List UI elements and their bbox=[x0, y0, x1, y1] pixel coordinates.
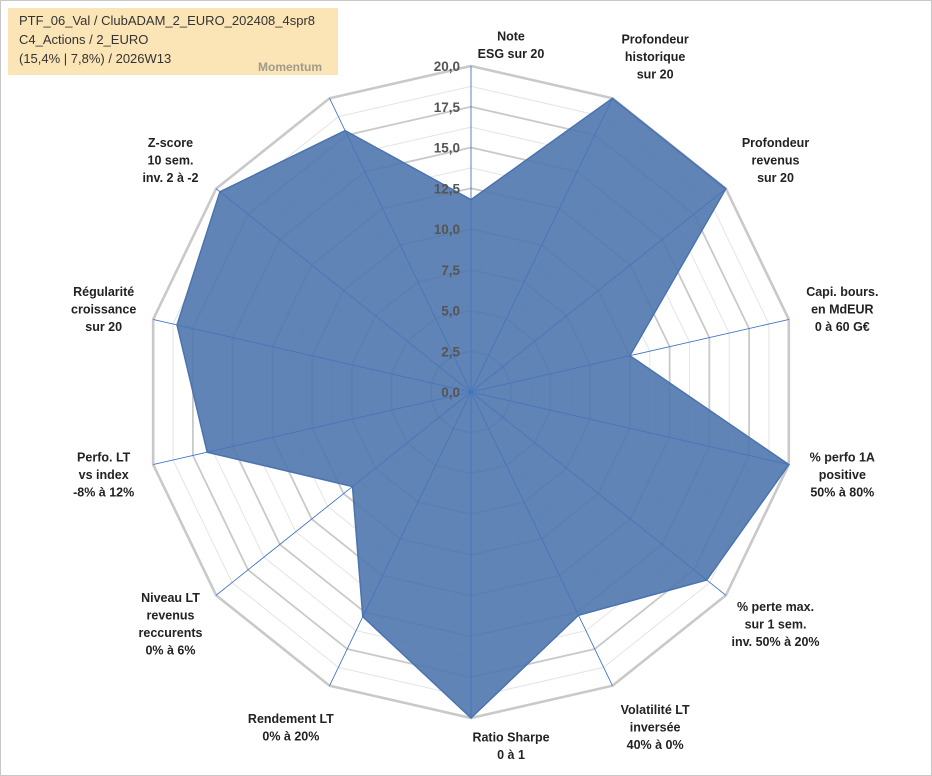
axis-label-line: sur 20 bbox=[757, 171, 794, 185]
axis-label-line: sur 1 sem. bbox=[745, 617, 807, 631]
axis-label-line: 50% à 80% bbox=[810, 486, 874, 500]
axis-label-4: % perfo 1A positive 50% à 80% bbox=[810, 451, 875, 500]
axis-label-12: Z-score 10 sem. inv. 2 à -2 bbox=[142, 136, 198, 185]
axis-label-8: Rendement LT 0% à 20% bbox=[248, 712, 334, 744]
axis-label-10: Perfo. LT vs index -8% à 12% bbox=[73, 451, 134, 500]
axis-label-7: Ratio Sharpe 0 à 1 bbox=[472, 731, 549, 763]
axis-label-line: 40% à 0% bbox=[627, 738, 684, 752]
axis-label-line: Z-score bbox=[148, 136, 193, 150]
info-line-1: PTF_06_Val / ClubADAM_2_EURO_202408_4spr… bbox=[19, 13, 316, 28]
series-area-0 bbox=[176, 97, 790, 720]
axis-label-line: 0 à 1 bbox=[497, 748, 525, 762]
axis-label-line: 0% à 20% bbox=[262, 729, 319, 743]
axis-label-line: inv. 50% à 20% bbox=[732, 635, 820, 649]
axis-label-3: Capi. bours. en MdEUR 0 à 60 G€ bbox=[806, 285, 878, 334]
r-tick-label: 7,5 bbox=[441, 263, 460, 278]
axis-label-line: Profondeur bbox=[621, 33, 688, 47]
axis-label-line: Perfo. LT bbox=[77, 451, 131, 465]
axis-label-line: Régularité bbox=[73, 285, 134, 299]
axis-label-0: Note ESG sur 20 bbox=[478, 30, 545, 62]
axis-label-line: 10 sem. bbox=[148, 153, 194, 167]
spoke-overlay-5 bbox=[470, 391, 727, 596]
axis-label-line: positive bbox=[819, 468, 866, 482]
spoke-overlay-3 bbox=[470, 319, 789, 393]
axis-label-line: Rendement LT bbox=[248, 712, 334, 726]
axis-label-line: ESG sur 20 bbox=[478, 47, 545, 61]
info-line-2: C4_Actions / 2_EURO bbox=[19, 32, 149, 47]
axis-label-line: 0 à 60 G€ bbox=[815, 320, 870, 334]
portfolio-info-box: PTF_06_Val / ClubADAM_2_EURO_202408_4spr… bbox=[8, 8, 338, 75]
axis-label-line: Ratio Sharpe bbox=[472, 731, 549, 745]
axis-label-line: revenus bbox=[147, 609, 195, 623]
axis-label-line: -8% à 12% bbox=[73, 486, 134, 500]
axis-label-2: Profondeur revenus sur 20 bbox=[742, 136, 809, 185]
axis-label-line: revenus bbox=[752, 153, 800, 167]
axis-label-line: % perte max. bbox=[737, 600, 814, 614]
r-tick-label: 0,0 bbox=[441, 385, 460, 400]
r-tick-label: 5,0 bbox=[441, 304, 460, 319]
axis-label-line: reccurents bbox=[139, 626, 203, 640]
axis-label-line: 0% à 6% bbox=[145, 644, 195, 658]
axis-label-line: historique bbox=[625, 50, 685, 64]
axis-label-line: sur 20 bbox=[637, 68, 674, 82]
momentum-label: Momentum bbox=[258, 60, 322, 74]
axis-label-line: % perfo 1A bbox=[810, 451, 875, 465]
axis-label-line: inversée bbox=[630, 721, 681, 735]
axis-label-9: Niveau LT revenus reccurents 0% à 6% bbox=[139, 591, 203, 658]
r-tick-label: 17,5 bbox=[434, 100, 461, 115]
spoke-overlay-6 bbox=[470, 391, 613, 686]
r-tick-label: 12,5 bbox=[434, 181, 461, 196]
axis-label-line: croissance bbox=[71, 303, 136, 317]
spoke-overlay-13 bbox=[329, 98, 472, 393]
spoke-overlay-4 bbox=[470, 391, 789, 465]
spoke-overlay-10 bbox=[153, 391, 472, 465]
spoke-overlay-1 bbox=[470, 98, 613, 393]
axis-label-line: Capi. bours. bbox=[806, 285, 878, 299]
axis-label-6: Volatilité LT inversée 40% à 0% bbox=[621, 703, 690, 752]
r-tick-label: 15,0 bbox=[434, 141, 460, 156]
axis-label-line: Profondeur bbox=[742, 136, 809, 150]
info-line-3: (15,4% | 7,8%) / 2026W13 bbox=[19, 51, 172, 66]
spoke-overlay-12 bbox=[215, 188, 472, 393]
axis-label-line: Note bbox=[497, 30, 525, 44]
axis-label-11: Régularité croissance sur 20 bbox=[71, 285, 136, 334]
axis-label-5: % perte max. sur 1 sem. inv. 50% à 20% bbox=[732, 600, 820, 649]
axis-label-line: en MdEUR bbox=[811, 303, 874, 317]
r-tick-label: 20,0 bbox=[434, 59, 460, 74]
spoke-overlay-2 bbox=[470, 188, 727, 393]
spoke-overlay-9 bbox=[215, 391, 472, 596]
axis-label-line: vs index bbox=[79, 468, 129, 482]
spoke-overlay-8 bbox=[329, 391, 472, 686]
axis-label-line: sur 20 bbox=[85, 320, 122, 334]
axis-label-line: inv. 2 à -2 bbox=[142, 171, 198, 185]
spoke-overlay-11 bbox=[153, 319, 472, 393]
r-tick-label: 10,0 bbox=[434, 222, 460, 237]
axis-label-1: Profondeur historique sur 20 bbox=[621, 33, 688, 82]
r-tick-label: 2,5 bbox=[441, 344, 460, 359]
axis-label-line: Niveau LT bbox=[141, 591, 200, 605]
axis-label-line: Volatilité LT bbox=[621, 703, 690, 717]
